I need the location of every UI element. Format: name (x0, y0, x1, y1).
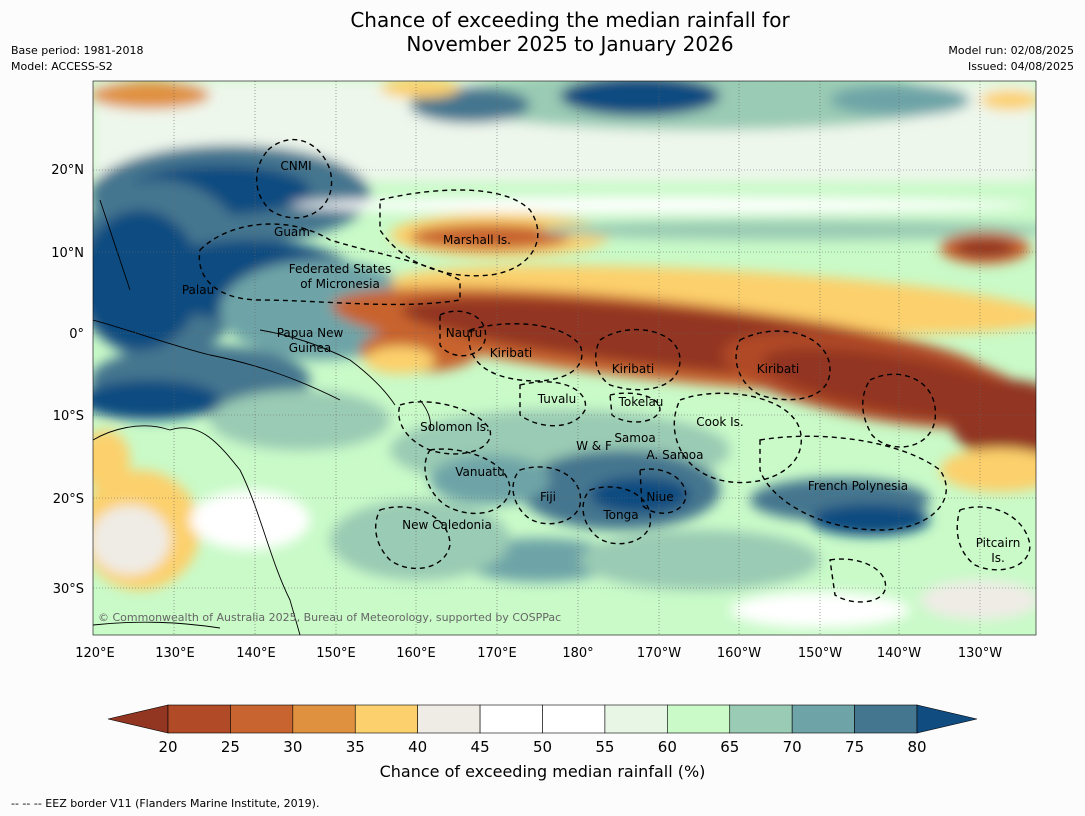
lat-10n: 10°N (51, 246, 84, 261)
label-nauru: Nauru (446, 326, 482, 340)
colorbar-tick-label: 20 (158, 738, 177, 756)
colorbar-swatch (854, 704, 918, 734)
colorbar-swatch (604, 704, 668, 734)
issued-date: Issued: 04/08/2025 (967, 60, 1074, 73)
lat-0: 0° (69, 327, 84, 342)
colorbar-swatch (667, 704, 731, 734)
colorbar-swatches (167, 704, 918, 734)
colorbar-swatch (791, 704, 855, 734)
label-french-polynesia: French Polynesia (808, 479, 908, 493)
colorbar-under-arrow (107, 704, 169, 734)
colorbar-tick-label: 35 (346, 738, 365, 756)
colorbar-tick-label: 65 (720, 738, 739, 756)
label-cnmi: CNMI (280, 159, 311, 173)
label-png-1: Papua New (277, 326, 344, 340)
title-line-1: Chance of exceeding the median rainfall … (350, 8, 790, 32)
colorbar-swatch (729, 704, 793, 734)
colorbar-tick-label: 30 (283, 738, 302, 756)
colorbar-ticks: 20 25 30 35 40 45 50 55 60 65 70 75 80 (158, 738, 926, 756)
colorbar-label: Chance of exceeding median rainfall (%) (379, 762, 706, 781)
lon-130e: 130°E (155, 646, 195, 661)
meta-right: Model run: 02/08/2025 Issued: 04/08/2025 (948, 43, 1074, 75)
colorbar-tick-label: 50 (533, 738, 552, 756)
colorbar-tick-label: 80 (907, 738, 926, 756)
colorbar-swatch (417, 704, 481, 734)
rainfall-field (93, 81, 1036, 635)
lon-140w: 140°W (877, 646, 921, 661)
lat-30s: 30°S (53, 582, 84, 597)
colorbar-tick-label: 75 (845, 738, 864, 756)
label-marshall: Marshall Is. (443, 233, 511, 247)
colorbar-swatch (292, 704, 356, 734)
label-cook: Cook Is. (696, 415, 743, 429)
title-line-2: November 2025 to January 2026 (406, 32, 734, 56)
eez-legend-note: -- -- -- EEZ border V11 (Flanders Marine… (11, 797, 320, 810)
label-tonga: Tonga (602, 508, 638, 522)
colorbar-tick-label: 45 (471, 738, 490, 756)
lon-170e: 170°E (477, 646, 517, 661)
label-fsm-2: of Micronesia (300, 277, 380, 291)
colorbar: 20 25 30 35 40 45 50 55 60 65 70 75 80 (107, 704, 978, 756)
lat-20n: 20°N (51, 163, 84, 178)
lon-140e: 140°E (236, 646, 276, 661)
label-pitcairn-1: Pitcairn (976, 536, 1021, 550)
map-figure: CNMI Guam Marshall Is. Federated States … (51, 80, 1037, 756)
lon-160w: 160°W (717, 646, 761, 661)
coastlines (93, 199, 431, 635)
label-american-samoa: A. Samoa (647, 448, 704, 462)
lon-labels: 120°E 130°E 140°E 150°E 160°E 170°E 180°… (75, 646, 1002, 661)
colorbar-swatch (354, 704, 418, 734)
colorbar-tick-label: 70 (783, 738, 802, 756)
eez-borders (198, 139, 1031, 603)
label-palau: Palau (182, 283, 214, 297)
place-labels: CNMI Guam Marshall Is. Federated States … (182, 159, 1020, 565)
label-solomon: Solomon Is. (420, 420, 490, 434)
colorbar-swatch (479, 704, 543, 734)
label-tokelau: Tokelau (618, 395, 664, 409)
label-vanuatu: Vanuatu (455, 465, 505, 479)
colorbar-swatch (167, 704, 231, 734)
colorbar-tick-label: 60 (658, 738, 677, 756)
lon-170w: 170°W (637, 646, 681, 661)
lat-labels: 20°N 10°N 0° 10°S 20°S 30°S (51, 163, 84, 597)
colorbar-tick-label: 55 (595, 738, 614, 756)
label-fiji: Fiji (540, 490, 556, 504)
lon-130w: 130°W (958, 646, 1002, 661)
lon-120e: 120°E (75, 646, 115, 661)
lon-150w: 150°W (798, 646, 842, 661)
label-kiribati-west: Kiribati (490, 346, 532, 360)
label-kiribati-east: Kiribati (757, 362, 799, 376)
lon-160e: 160°E (396, 646, 436, 661)
colorbar-swatch (542, 704, 606, 734)
map-frame (92, 80, 1037, 636)
lat-10s: 10°S (53, 409, 84, 424)
colorbar-over-arrow (916, 704, 978, 734)
copyright-notice: © Commonwealth of Australia 2025, Bureau… (98, 611, 561, 624)
label-png-2: Guinea (289, 341, 332, 355)
lat-20s: 20°S (53, 492, 84, 507)
base-period: Base period: 1981-2018 (11, 44, 144, 57)
label-wallis-futuna: W & F (576, 439, 612, 453)
model-name: Model: ACCESS-S2 (11, 60, 113, 73)
map-title: Chance of exceeding the median rainfall … (0, 8, 1085, 56)
label-pitcairn-2: Is. (991, 551, 1005, 565)
colorbar-swatch (230, 704, 294, 734)
meta-left: Base period: 1981-2018 Model: ACCESS-S2 (11, 43, 143, 75)
model-run: Model run: 02/08/2025 (948, 44, 1074, 57)
colorbar-tick-label: 40 (408, 738, 427, 756)
graticule (93, 81, 1036, 635)
lon-180: 180° (562, 646, 593, 661)
label-guam: Guam (274, 225, 310, 239)
label-fsm-1: Federated States (289, 262, 391, 276)
label-niue: Niue (646, 490, 673, 504)
colorbar-tick-label: 25 (221, 738, 240, 756)
label-samoa: Samoa (614, 431, 655, 445)
label-new-caledonia: New Caledonia (402, 518, 492, 532)
lon-150e: 150°E (316, 646, 356, 661)
label-tuvalu: Tuvalu (537, 392, 577, 406)
label-kiribati-central: Kiribati (612, 362, 654, 376)
